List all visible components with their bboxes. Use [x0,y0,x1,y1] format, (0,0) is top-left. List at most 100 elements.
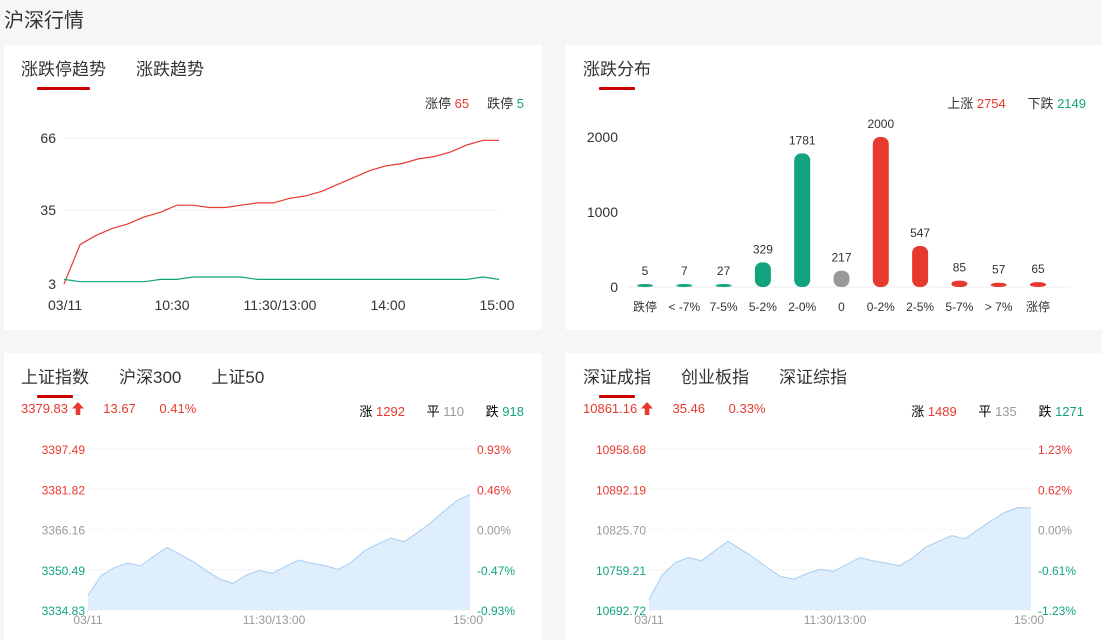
y-tick-label: 3381.82 [42,483,86,497]
x-tick-label: 03/11 [48,297,82,313]
y-tick-right-label: -0.61% [1038,564,1076,578]
series-line-limit-down [63,276,500,283]
up-arrow-icon [640,402,653,415]
limit-legend: 涨停 65 跌停 5 [425,93,524,112]
down-count-value: 2149 [1057,96,1086,111]
bar-value-label: 57 [992,263,1006,277]
y-tick-right-label: 0.62% [1038,483,1072,497]
sz-change: 35.46 [672,401,706,416]
category-label: 2-5% [906,300,934,314]
sz-fall-label: 跌 [1038,404,1052,419]
sh-change: 13.67 [103,401,136,416]
limit-trend-tabs: 涨跌停趋势 涨跌趋势 [21,55,204,90]
y-tick-right-label: 0.00% [1038,524,1072,538]
tab-szse-component[interactable]: 深证成指 [583,363,651,398]
sh-fall-value: 918 [502,404,524,419]
distribution-chart: 2000 1000 0 5 跌停 7 < -7% 27 7-5% 329 5-2% 1781 2-0% 2… [587,117,1071,314]
up-count-value: 2754 [976,96,1006,111]
bar-2 [715,284,732,287]
category-label: 0-2% [867,300,895,314]
bar-value-label: 85 [953,261,967,275]
sh-price: 3379.83 [21,401,68,416]
bar-value-label: 7 [681,264,688,278]
x-tick-label: 11:30/13:00 [244,297,317,313]
category-label: > 7% [985,300,1013,314]
tab-sse50[interactable]: 上证50 [211,368,265,387]
x-tick-label: 15:00 [1014,613,1044,627]
y-tick-label: 10892.19 [596,483,646,497]
y-tick-label: 2000 [587,129,618,145]
y-tick-label: 10825.70 [596,524,646,538]
page-title: 沪深行情 [4,10,84,32]
category-label: 5-7% [945,300,973,314]
sz-flat-value: 135 [995,404,1017,419]
category-label: 跌停 [633,299,657,314]
bar-value-label: 65 [1031,262,1045,276]
limit-down-label: 跌停 [487,96,514,111]
bar-value-label: 1781 [789,133,816,147]
down-count-label: 下跌 [1027,96,1054,111]
bar-9 [990,282,1007,287]
category-label: 0 [838,300,845,314]
y-tick-label: 1000 [587,204,618,220]
sz-index-tabs: 深证成指 创业板指 深证综指 [583,363,847,398]
y-tick-right-label: 0.00% [477,524,511,538]
bar-value-label: 329 [753,242,773,256]
distribution-tabs: 涨跌分布 [583,55,651,90]
category-label: 2-0% [788,300,816,314]
y-tick-label: 10759.21 [596,564,646,578]
tab-szse-composite[interactable]: 深证综指 [779,368,847,387]
limit-trend-panel: 涨跌停趋势 涨跌趋势 涨停 65 跌停 5 66 35 3 03/11 10:30 11:… [4,45,542,330]
sh-pct: 0.41% [159,401,197,416]
y-tick-right-label: 0.46% [477,483,511,497]
tab-chinext[interactable]: 创业板指 [681,368,749,387]
tab-limit-trend[interactable]: 涨跌停趋势 [21,55,106,90]
y-tick-label: 10958.68 [596,443,646,457]
sz-index-panel: 深证成指 创业板指 深证综指 10861.16 35.46 0.33% 涨 14… [566,353,1102,640]
bar-7 [912,245,929,287]
bar-5 [833,270,850,287]
series-line-limit-up [63,139,499,285]
bar-10 [1030,282,1046,287]
tab-updown-trend[interactable]: 涨跌趋势 [136,60,204,79]
index-area [88,494,470,610]
bar-1 [676,284,693,287]
y-tick-label: 3397.49 [42,443,86,457]
tab-csi300[interactable]: 沪深300 [119,368,182,387]
bar-value-label: 5 [642,264,649,278]
bar-value-label: 27 [717,264,731,278]
x-tick-label: 03/11 [634,613,663,627]
sh-quote: 3379.83 13.67 0.41% [21,401,196,416]
y-tick-label: 66 [40,130,56,146]
y-tick-right-label: 1.23% [1038,443,1072,457]
sz-fall-value: 1271 [1055,404,1084,419]
y-tick-label: 3334.83 [42,604,86,618]
category-label: 7-5% [710,300,738,314]
sh-index-chart: 3397.49 0.93% 3381.82 0.46% 3366.16 0.00% 3350… [42,443,516,627]
tab-sse-composite[interactable]: 上证指数 [21,363,89,398]
up-count-label: 上涨 [947,96,974,111]
y-tick-right-label: -0.47% [477,564,515,578]
category-label: 涨停 [1026,299,1050,314]
sz-rise-label: 涨 [911,404,925,419]
sz-pct: 0.33% [728,401,766,416]
x-tick-label: 15:00 [479,297,514,313]
sh-fall-label: 跌 [485,404,499,419]
sz-index-chart: 10958.68 1.23% 10892.19 0.62% 10825.70 0.00% 1… [596,443,1076,627]
sh-flat-value: 110 [443,404,464,419]
distribution-panel: 涨跌分布 上涨 2754 下跌 2149 2000 1000 0 5 跌停 7 < -7% 2… [566,45,1102,330]
limit-up-value: 65 [454,96,470,111]
tab-distribution[interactable]: 涨跌分布 [583,55,651,90]
y-tick-label: 10692.72 [596,604,646,618]
sz-price: 10861.16 [583,401,638,416]
y-tick-right-label: 0.93% [477,443,511,457]
bar-6 [872,137,889,287]
bar-3 [754,262,771,287]
index-line [87,493,471,596]
distribution-legend: 上涨 2754 下跌 2149 [947,93,1086,112]
sz-rise-value: 1489 [927,404,957,419]
x-tick-label: 11:30/13:00 [243,613,306,627]
x-tick-label: 14:00 [370,297,405,313]
category-label: 5-2% [749,300,777,314]
x-tick-label: 11:30/13:00 [804,613,867,627]
